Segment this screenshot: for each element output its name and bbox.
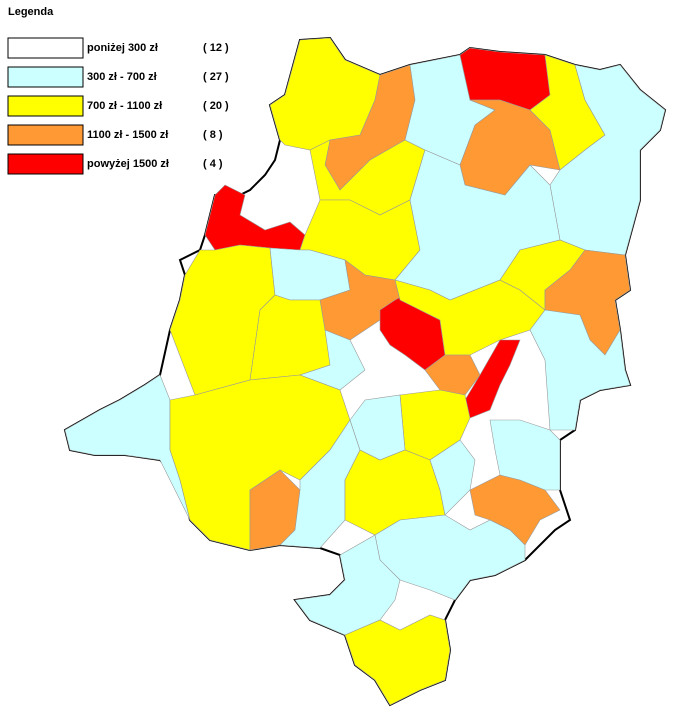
legend-label: poniżej 300 zł: [87, 42, 158, 54]
region: [344, 614, 451, 706]
legend-label: 700 zł - 1100 zł: [87, 100, 162, 112]
legend-title: Legenda: [8, 6, 54, 18]
legend-label: 300 zł - 700 zł: [87, 71, 157, 83]
map-regions: [63, 36, 667, 707]
legend-count: ( 27 ): [203, 71, 229, 83]
legend-count: ( 4 ): [203, 158, 223, 170]
legend-swatch: [7, 66, 84, 88]
region: [489, 419, 561, 491]
legend-swatch: [7, 153, 84, 175]
legend-swatch: [7, 95, 84, 117]
region: [464, 339, 521, 419]
region: [169, 374, 351, 551]
region: [374, 514, 526, 601]
legend-count: ( 8 ): [203, 129, 223, 141]
legend-label: powyżej 1500 zł: [87, 158, 169, 170]
legend-swatch: [7, 37, 84, 59]
region: [529, 309, 631, 431]
legend-label: 1100 zł - 1500 zł: [87, 129, 168, 141]
legend-swatch: [7, 124, 84, 146]
legend-count: ( 12 ): [203, 42, 229, 54]
legend: poniżej 300 zł ( 12 ) 300 zł - 700 zł ( 27 …: [7, 37, 229, 175]
legend-count: ( 20 ): [203, 100, 229, 112]
